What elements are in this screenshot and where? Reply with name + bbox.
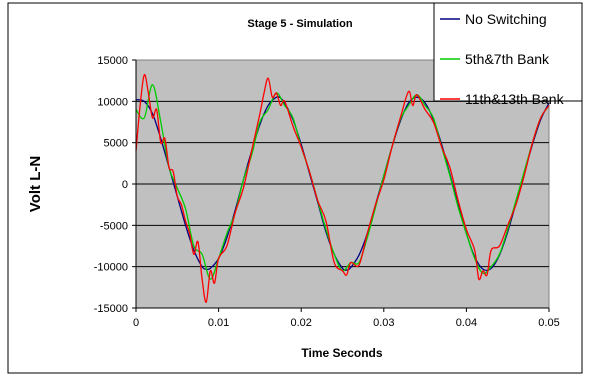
series-11th-13th-bank	[135, 74, 550, 303]
legend-label: 5th&7th Bank	[465, 51, 550, 67]
y-tick-label: -5000	[100, 220, 128, 232]
x-tick-label: 0.03	[373, 317, 394, 329]
legend: No Switching 5th&7th Bank 11th&13th Bank	[433, 2, 583, 107]
x-axis-title: Time Seconds	[301, 346, 382, 360]
legend-label: 11th&13th Bank	[465, 91, 565, 107]
legend-label: No Switching	[465, 11, 547, 27]
x-tick-label: 0.02	[290, 317, 311, 329]
x-tick-label: 0.04	[456, 317, 477, 329]
y-tick-labels: -15000 -10000 -5000 0 5000 10000 15000	[94, 55, 128, 315]
axes	[132, 59, 550, 312]
y-axis-title: Volt L-N	[27, 156, 44, 212]
x-tick-label: 0.05	[538, 317, 559, 329]
series-lines	[135, 74, 550, 303]
y-tick-label: 5000	[104, 138, 128, 150]
y-tick-label: 15000	[97, 55, 128, 67]
x-tick-labels: 0 0.01 0.02 0.03 0.04 0.05	[133, 317, 560, 329]
y-tick-label: 0	[122, 179, 128, 191]
y-tick-label: -15000	[94, 303, 128, 315]
chart-title: Stage 5 - Simulation	[247, 18, 352, 30]
x-tick-label: 0	[133, 317, 139, 329]
y-tick-label: 10000	[97, 96, 128, 108]
x-tick-label: 0.01	[208, 317, 229, 329]
y-tick-label: -10000	[94, 262, 128, 274]
